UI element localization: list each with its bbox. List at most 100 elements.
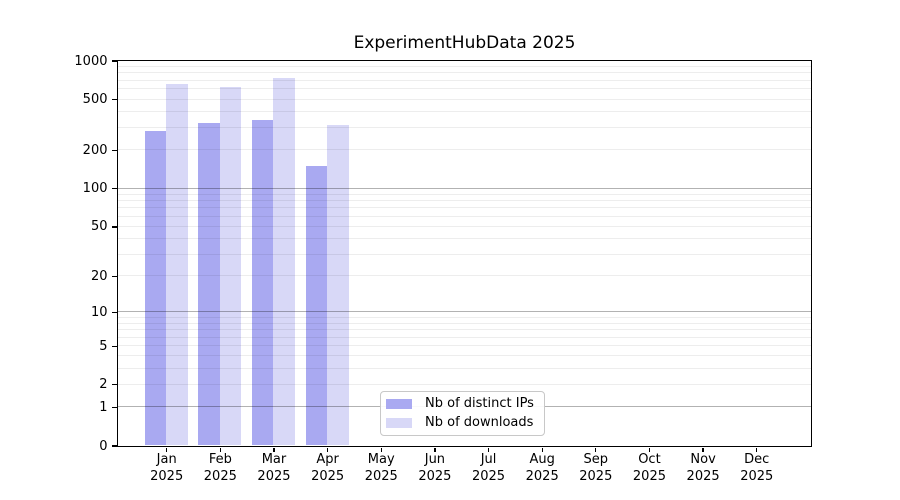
month-label: Apr — [316, 452, 339, 467]
bar-downloads-apr — [327, 124, 349, 446]
y-tick-label-2: 2 — [99, 377, 108, 393]
x-tick-label-mar: Mar 2025 — [246, 452, 302, 485]
year-label: 2025 — [740, 468, 774, 484]
x-tick-dec — [756, 447, 758, 452]
month-label: May — [367, 452, 395, 467]
x-tick-apr — [326, 447, 329, 452]
legend-label-distinct-ips: Nb of distinct IPs — [425, 396, 534, 411]
x-tick-label-dec: Dec 2025 — [729, 452, 785, 485]
y-tick-label-10: 10 — [90, 304, 108, 320]
month-label: Jul — [480, 452, 497, 467]
year-label: 2025 — [257, 468, 291, 484]
gridline-6 — [117, 336, 811, 338]
x-tick-label-feb: Feb 2025 — [192, 452, 248, 485]
legend-item-distinct-ips: Nb of distinct IPs — [386, 396, 538, 412]
x-tick-mar — [273, 447, 275, 452]
gridline-800 — [117, 72, 811, 74]
legend-label-downloads: Nb of downloads — [425, 415, 534, 430]
y-tick-label-100: 100 — [82, 181, 108, 197]
month-label: Mar — [261, 452, 287, 467]
year-label: 2025 — [686, 468, 720, 484]
gridline-100 — [117, 187, 811, 189]
legend: Nb of distinct IPs Nb of downloads — [380, 391, 545, 436]
month-label: Feb — [208, 452, 232, 467]
x-tick-label-aug: Aug 2025 — [514, 452, 570, 485]
x-tick-label-apr: Apr 2025 — [300, 452, 356, 485]
gridline-600 — [117, 88, 811, 90]
gridline-70 — [117, 207, 811, 209]
x-tick-label-jan: Jan 2025 — [139, 452, 195, 485]
gridline-8 — [117, 322, 811, 324]
y-tick-0 — [111, 445, 117, 447]
y-tick-5 — [111, 345, 117, 347]
y-tick-500 — [111, 98, 117, 101]
x-tick-label-oct: Oct 2025 — [621, 452, 677, 485]
chart-title: ExperimentHubData 2025 — [353, 33, 576, 53]
legend-swatch-distinct-ips — [386, 399, 412, 409]
gridline-700 — [117, 79, 811, 81]
month-label: Jan — [156, 452, 177, 467]
month-label: Nov — [690, 452, 716, 467]
y-tick-label-50: 50 — [90, 219, 108, 235]
bar-distinct-ips-mar — [251, 120, 274, 446]
gridline-2 — [117, 383, 811, 385]
plot-area — [116, 59, 812, 447]
y-tick-50 — [111, 226, 117, 228]
year-label: 2025 — [364, 468, 398, 484]
bar-distinct-ips-feb — [198, 122, 220, 446]
x-tick-label-jun: Jun 2025 — [407, 452, 463, 485]
year-label: 2025 — [471, 468, 506, 484]
year-label: 2025 — [150, 468, 184, 484]
y-tick-1000 — [111, 60, 117, 62]
gridline-900 — [117, 65, 811, 67]
gridline-9 — [117, 316, 811, 318]
gridline-60 — [117, 215, 811, 217]
gridline-7 — [117, 329, 811, 331]
gridline-80 — [117, 200, 811, 202]
gridline-30 — [117, 253, 811, 255]
year-label: 2025 — [632, 468, 666, 484]
month-label: Sep — [583, 452, 609, 467]
y-tick-label-0: 0 — [99, 438, 108, 454]
gridline-40 — [117, 238, 811, 240]
x-tick-label-sep: Sep 2025 — [568, 452, 624, 485]
gridline-5 — [117, 345, 811, 347]
year-label: 2025 — [525, 468, 559, 484]
gridline-200 — [117, 149, 811, 151]
x-tick-label-may: May 2025 — [353, 452, 409, 485]
x-tick-oct — [648, 447, 651, 452]
x-tick-label-nov: Nov 2025 — [675, 452, 731, 485]
gridline-50 — [117, 225, 811, 227]
month-label: Dec — [744, 452, 770, 467]
year-label: 2025 — [579, 468, 613, 484]
bar-distinct-ips-apr — [305, 165, 328, 446]
bar-downloads-mar — [273, 77, 295, 446]
gridline-400 — [117, 110, 811, 112]
gridline-300 — [117, 126, 811, 128]
month-label: Jun — [424, 452, 446, 467]
y-tick-label-5: 5 — [99, 338, 108, 354]
gridline-3 — [117, 367, 811, 369]
x-tick-nov — [702, 447, 704, 452]
gridline-20 — [117, 275, 811, 277]
y-tick-10 — [111, 311, 117, 314]
x-tick-aug — [541, 447, 543, 452]
y-tick-20 — [111, 275, 117, 277]
legend-item-downloads: Nb of downloads — [386, 415, 538, 431]
x-tick-feb — [219, 447, 221, 452]
year-label: 2025 — [311, 468, 345, 484]
x-tick-may — [380, 447, 382, 452]
bar-downloads-feb — [219, 87, 242, 446]
x-tick-jun — [434, 447, 436, 452]
year-label: 2025 — [418, 468, 452, 484]
x-tick-sep — [595, 447, 597, 452]
legend-swatch-downloads — [386, 418, 412, 428]
year-label: 2025 — [203, 468, 237, 484]
gridline-4 — [117, 355, 811, 357]
y-tick-200 — [111, 149, 117, 152]
y-tick-label-1000: 1000 — [74, 53, 108, 69]
x-tick-jul — [487, 447, 490, 452]
gridline-500 — [117, 98, 811, 100]
y-tick-label-20: 20 — [90, 268, 108, 284]
